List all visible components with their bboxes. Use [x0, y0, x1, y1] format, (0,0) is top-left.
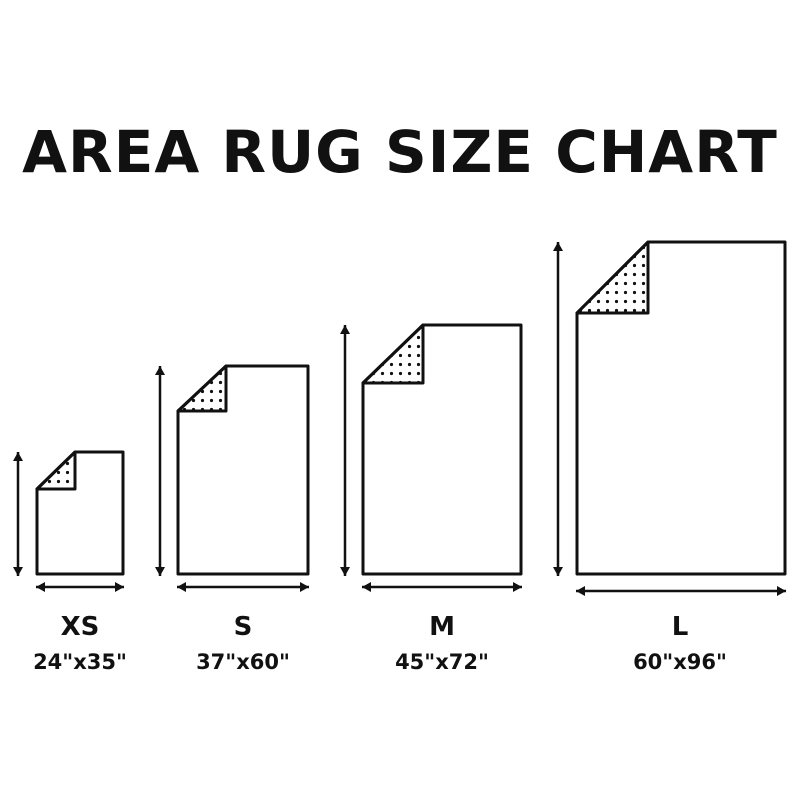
rug-xs-outline — [35, 450, 125, 576]
dimensions-xs: 24"x35" — [33, 650, 127, 674]
rug-m-width-arrow-head — [362, 582, 371, 592]
size-label-l: L — [671, 612, 689, 642]
rug-xs-width-arrow-head — [36, 582, 45, 592]
rug-m-length-arrow-head — [340, 567, 350, 576]
rug-l-width-arrow-head — [576, 586, 585, 596]
rug-s-length-arrow-head — [155, 366, 165, 375]
rug-xs-folded-corner — [35, 450, 77, 491]
rug-s-length-arrow-head — [155, 567, 165, 576]
rug-s-width-arrow-head — [177, 582, 186, 592]
rug-xs-length-arrow-head — [13, 567, 23, 576]
rug-xs-length-arrow-head — [13, 452, 23, 461]
rug-l-width-arrow-head — [777, 586, 786, 596]
rug-m-folded-corner — [361, 323, 425, 385]
rug-l-length-arrow-head — [553, 242, 563, 251]
rug-l-folded-corner — [575, 240, 650, 315]
dimensions-m: 45"x72" — [395, 650, 489, 674]
dimensions-l: 60"x96" — [633, 650, 727, 674]
rug-m-width-arrow-head — [513, 582, 522, 592]
rug-l-length-arrow-head — [553, 567, 563, 576]
dimensions-s: 37"x60" — [196, 650, 290, 674]
rug-s-folded-corner — [176, 364, 228, 413]
rug-s-width-arrow-head — [300, 582, 309, 592]
size-label-m: M — [429, 612, 455, 642]
rug-m-length-arrow-head — [340, 325, 350, 334]
size-label-s: S — [233, 612, 253, 642]
size-label-xs: XS — [60, 612, 100, 642]
rug-xs-width-arrow-head — [115, 582, 124, 592]
page-title: AREA RUG SIZE CHART — [22, 118, 778, 186]
